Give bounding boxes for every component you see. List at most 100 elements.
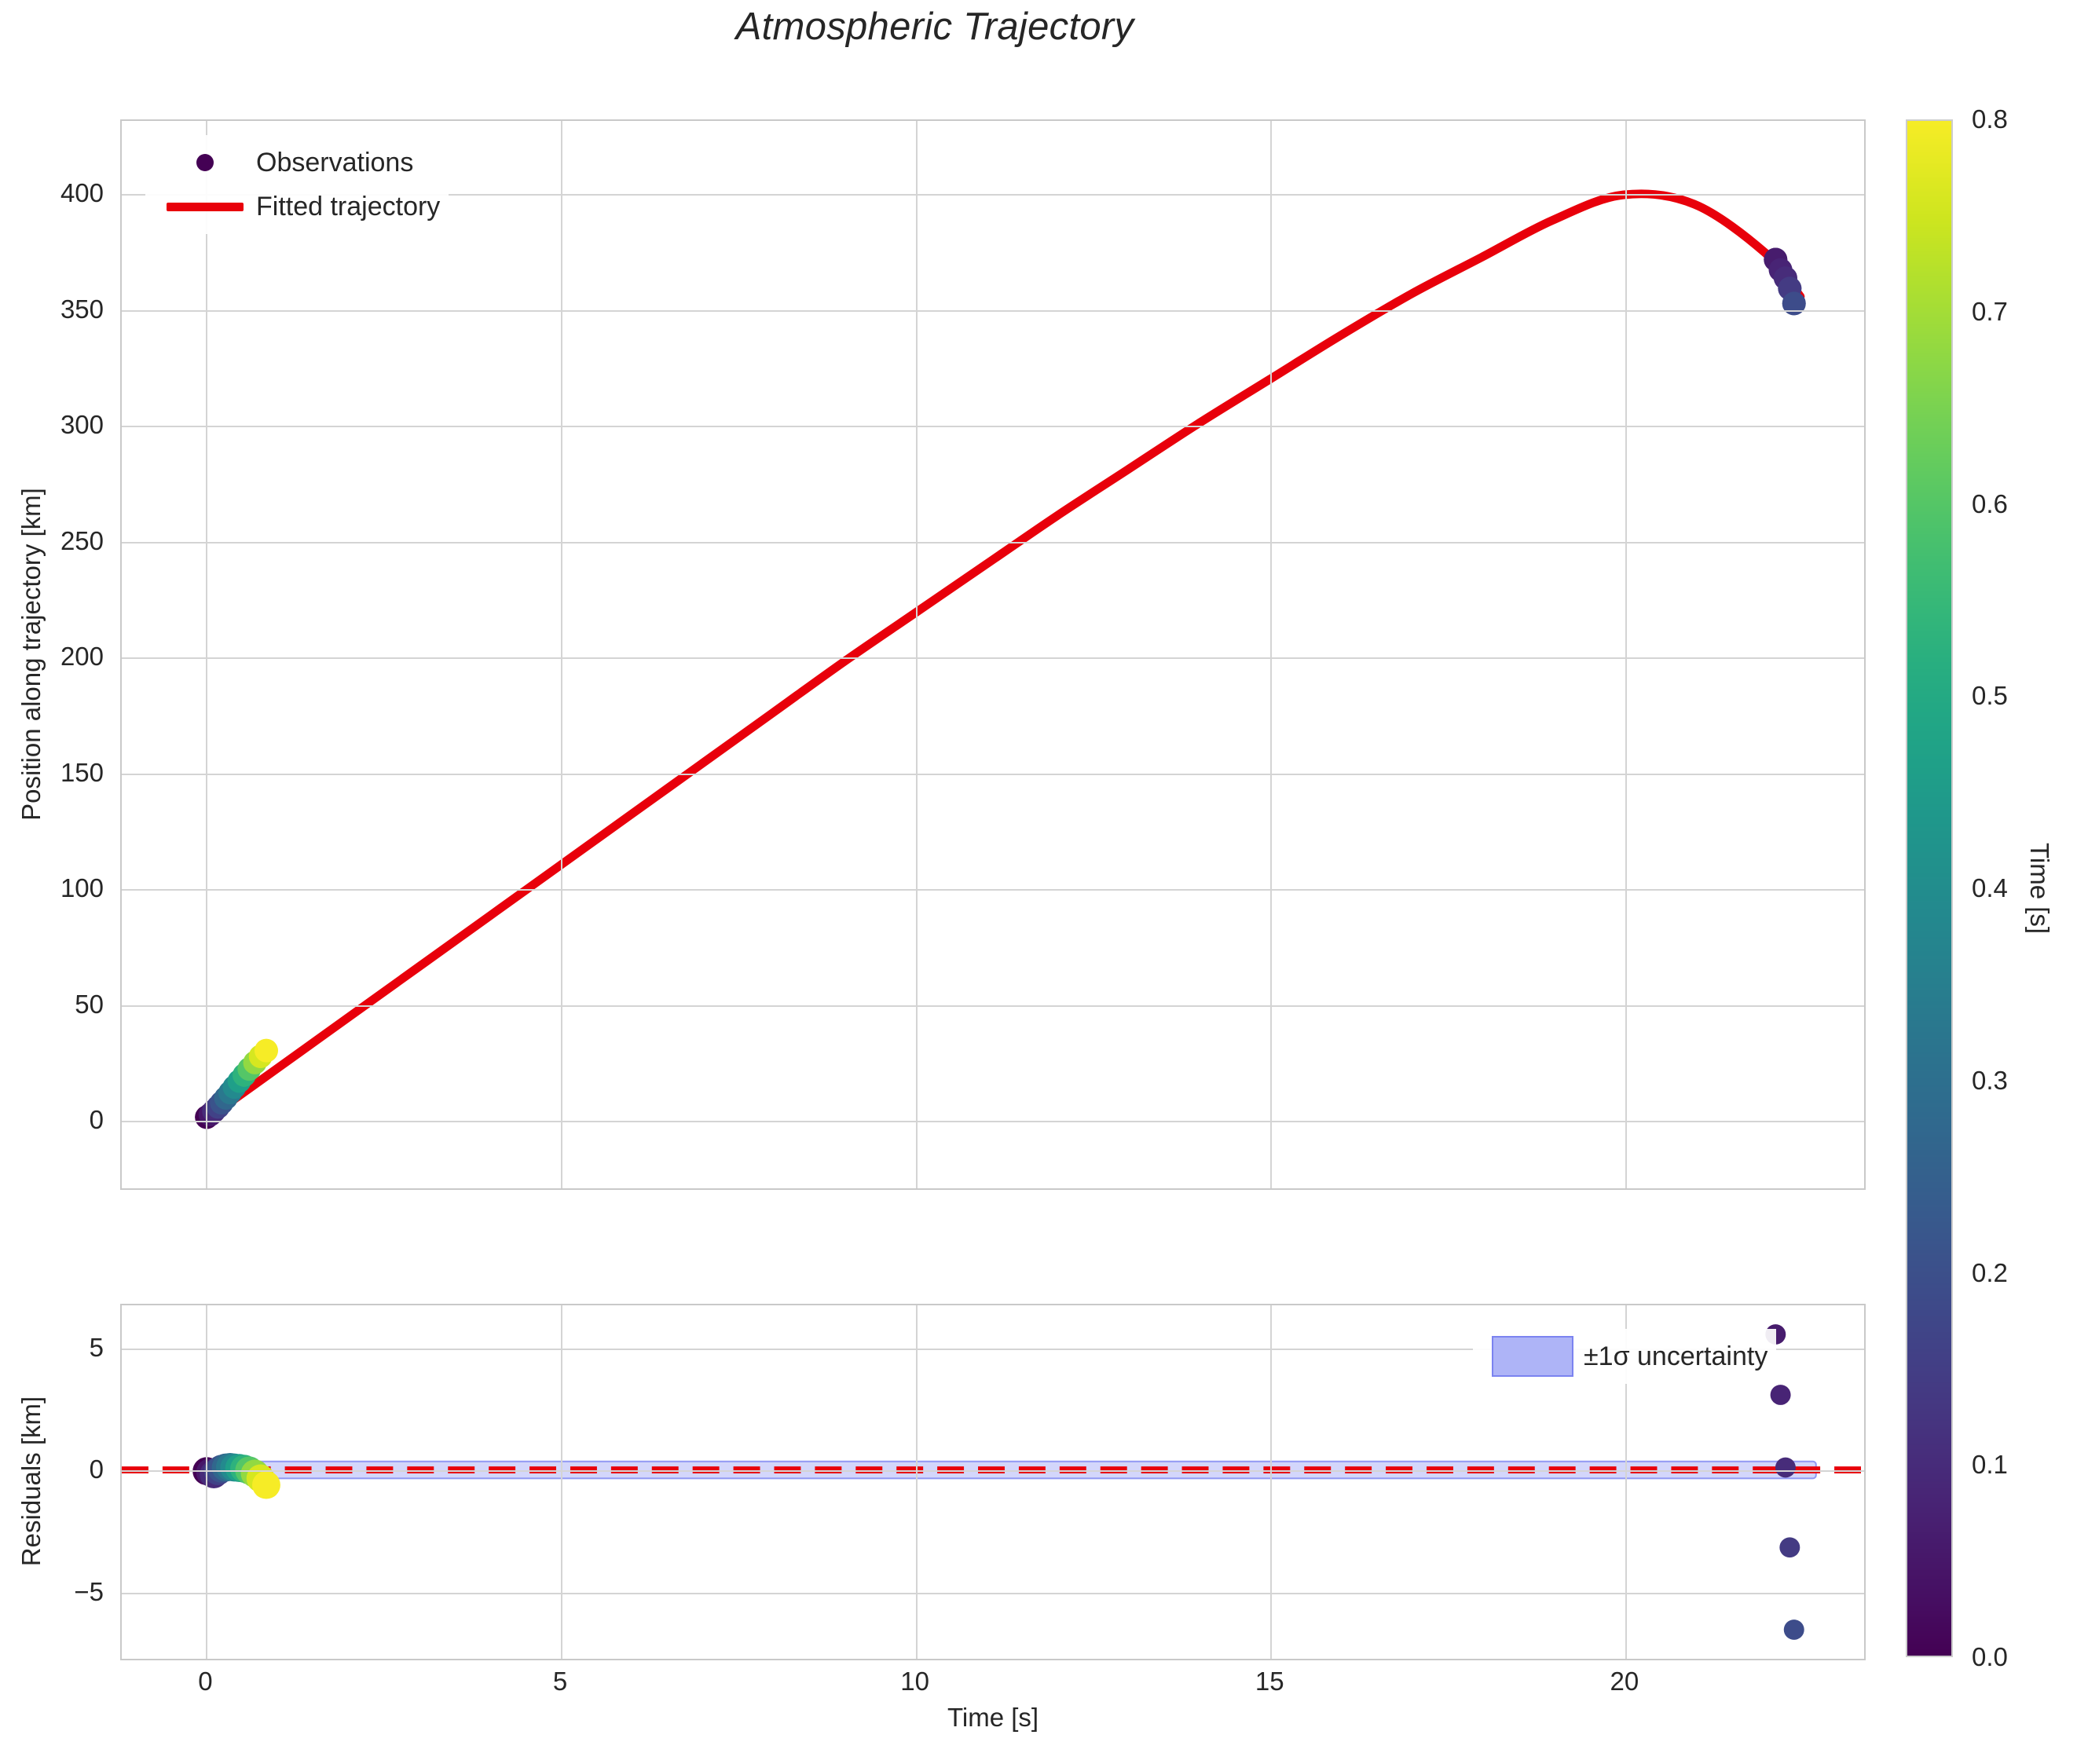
uncertainty-band-icon [1482, 1336, 1584, 1377]
colorbar-tick-label: 0.7 [1972, 296, 2008, 326]
data-point [237, 1057, 262, 1081]
x-tick-label: 15 [1255, 1667, 1284, 1696]
residual-point [207, 1455, 236, 1483]
figure-title: Atmospheric Trajectory [735, 5, 1134, 48]
main-y-axis-label: Position along trajectory [km] [16, 487, 46, 821]
gridline-horizontal [122, 194, 1864, 196]
gridline-vertical [915, 1305, 918, 1659]
legend-label-uncertainty: ±1σ uncertainty [1584, 1341, 1768, 1371]
data-point [218, 1081, 242, 1105]
residual-point [225, 1454, 254, 1482]
data-point [210, 1091, 234, 1115]
fitted-line-icon [154, 202, 256, 211]
residual-point [1783, 1619, 1804, 1640]
y-tick-label: 0 [89, 1455, 104, 1484]
y-tick-label: 5 [89, 1332, 104, 1362]
residual-point [220, 1453, 249, 1482]
residual-point [230, 1455, 258, 1483]
x-tick-label: 5 [552, 1667, 568, 1696]
data-point [254, 1038, 278, 1063]
colorbar-tick-label: 0.1 [1972, 1450, 2008, 1480]
legend-label-fitted-trajectory: Fitted trajectory [256, 191, 441, 221]
gridline-horizontal [122, 541, 1864, 543]
y-tick-label: 100 [60, 873, 104, 903]
residual-point [211, 1453, 240, 1482]
data-point [243, 1051, 267, 1074]
y-tick-label: 0 [89, 1105, 104, 1135]
data-point [227, 1069, 251, 1093]
legend-item-fitted-trajectory: Fitted trajectory [154, 185, 440, 229]
x-tick-label: 20 [1610, 1667, 1639, 1696]
legend-label-observations: Observations [256, 147, 414, 177]
data-point [1773, 266, 1797, 290]
gridline-horizontal [122, 1348, 1864, 1350]
residual-point [240, 1459, 269, 1488]
data-point [248, 1045, 273, 1068]
data-point [248, 1045, 273, 1068]
colorbar [1906, 119, 1953, 1657]
main-plot-layer [195, 189, 1806, 1129]
data-point [198, 1103, 222, 1127]
gridline-vertical [561, 1305, 563, 1659]
colorbar-gradient [1907, 121, 1951, 1656]
gridline-vertical [1625, 121, 1627, 1188]
observations-marker-icon [154, 154, 256, 171]
residuals-y-axis-label: Residuals [km] [16, 1396, 46, 1567]
gridline-horizontal [122, 1470, 1864, 1473]
gridline-horizontal [122, 773, 1864, 775]
x-tick-label: 0 [198, 1667, 213, 1696]
observations-scatter [195, 247, 1806, 1129]
legend-item-uncertainty: ±1σ uncertainty [1482, 1334, 1767, 1378]
gridline-vertical [206, 121, 208, 1188]
residual-point [1779, 1537, 1800, 1558]
data-point [218, 1081, 242, 1105]
data-point [233, 1063, 256, 1087]
residual-point [251, 1470, 280, 1499]
colorbar-tick-label: 0.6 [1972, 489, 2008, 518]
data-point [227, 1069, 251, 1093]
gridline-vertical [1270, 121, 1273, 1188]
data-point [233, 1063, 256, 1087]
data-point [198, 1103, 222, 1127]
data-point [210, 1091, 234, 1115]
data-point [243, 1051, 267, 1074]
data-point [206, 1095, 230, 1119]
y-tick-label: 150 [60, 757, 104, 787]
colorbar-tick-label: 0.0 [1972, 1642, 2008, 1671]
data-point [254, 1038, 278, 1063]
y-tick-label: 250 [60, 525, 104, 555]
gridline-vertical [561, 121, 563, 1188]
x-axis-label: Time [s] [947, 1703, 1039, 1732]
colorbar-tick-label: 0.8 [1972, 104, 2008, 134]
residual-point [200, 1460, 229, 1488]
data-point [1768, 258, 1793, 282]
y-tick-label: 400 [60, 178, 104, 208]
y-tick-label: 50 [75, 989, 104, 1019]
data-point [222, 1075, 247, 1100]
data-point [214, 1086, 238, 1110]
colorbar-tick-label: 0.5 [1972, 681, 2008, 711]
data-point [237, 1057, 262, 1081]
data-point [1778, 276, 1802, 301]
legend-item-observations: Observations [154, 141, 440, 185]
observations-scatter-endpoints [195, 247, 1806, 1129]
gridline-horizontal [122, 1005, 1864, 1007]
fitted-trajectory-curve [202, 189, 1805, 1124]
residual-point [1775, 1457, 1796, 1478]
gridline-vertical [1270, 1305, 1273, 1659]
gridline-horizontal [122, 889, 1864, 891]
gridline-vertical [1625, 1305, 1627, 1659]
residuals-legend: ±1σ uncertainty [1473, 1329, 1777, 1384]
residual-point [1770, 1385, 1791, 1405]
main-position-axes [120, 119, 1866, 1190]
residual-point [196, 1458, 225, 1487]
y-tick-label: 200 [60, 642, 104, 672]
gridline-vertical [915, 121, 918, 1188]
colorbar-tick-label: 0.2 [1972, 1257, 2008, 1287]
y-tick-label: 350 [60, 294, 104, 324]
x-tick-label: 10 [900, 1667, 929, 1696]
gridline-horizontal [122, 1121, 1864, 1123]
gridline-horizontal [122, 1592, 1864, 1594]
gridline-horizontal [122, 309, 1864, 312]
y-tick-label: 300 [60, 410, 104, 440]
